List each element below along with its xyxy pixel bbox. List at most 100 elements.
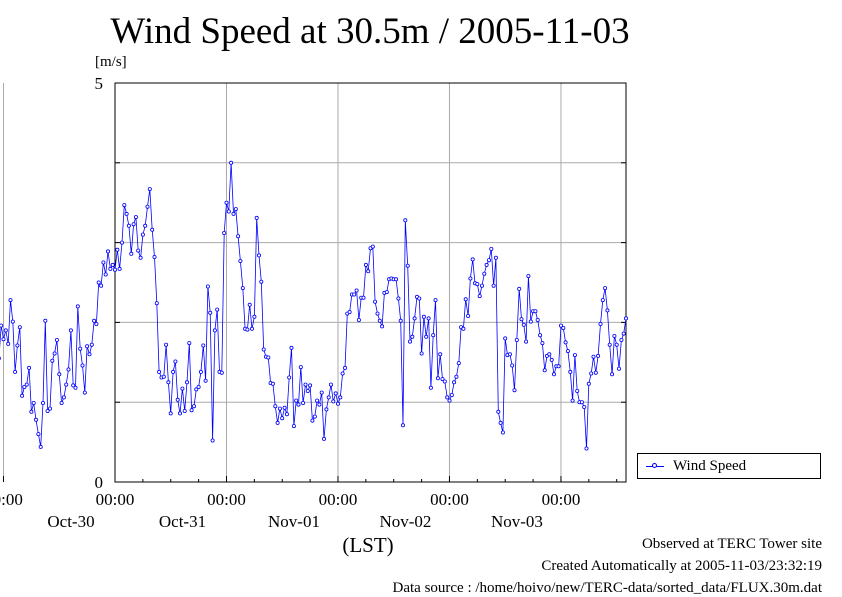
- wind-speed-point: [305, 388, 310, 393]
- wind-speed-point: [477, 294, 482, 299]
- wind-speed-point: [215, 307, 220, 312]
- wind-speed-point: [352, 292, 357, 297]
- legend-marker-icon: [652, 463, 657, 468]
- wind-speed-point: [447, 398, 452, 403]
- wind-speed-point: [82, 390, 87, 395]
- wind-speed-point: [20, 393, 25, 398]
- wind-speed-point: [80, 363, 85, 368]
- x-tick-labels: 00:00Oct-2900:00Oct-3000:00Oct-3100:00No…: [0, 490, 580, 531]
- axis-ticks: [3, 162, 626, 482]
- wind-speed-point: [308, 383, 313, 388]
- wind-speed-point: [528, 319, 533, 324]
- wind-speed-point: [252, 314, 257, 319]
- x-tick-date-label: Oct-31: [159, 512, 206, 531]
- wind-speed-point: [75, 304, 80, 309]
- wind-speed-point: [579, 400, 584, 405]
- wind-speed-point: [161, 374, 166, 379]
- wind-speed-point: [354, 288, 359, 293]
- wind-speed-point: [370, 244, 375, 249]
- wind-speed-point: [614, 342, 619, 347]
- wind-speed-point: [196, 384, 201, 389]
- wind-speed-point: [496, 409, 501, 414]
- wind-speed-point: [85, 344, 90, 349]
- wind-speed-point: [15, 343, 20, 348]
- wind-speed-point: [428, 385, 433, 390]
- x-tick-date-label: Oct-30: [47, 512, 94, 531]
- wind-speed-point: [238, 258, 243, 263]
- wind-speed-point: [110, 262, 115, 267]
- wind-speed-point: [607, 342, 612, 347]
- wind-speed-point: [194, 387, 199, 392]
- wind-speed-point: [168, 411, 173, 416]
- wind-speed-point: [87, 352, 92, 357]
- wind-speed-point: [624, 316, 629, 321]
- wind-speed-point: [133, 215, 138, 220]
- wind-speed-point: [586, 381, 591, 386]
- wind-speed-point: [275, 420, 280, 425]
- wind-speed-point: [231, 211, 236, 216]
- wind-speed-point: [403, 218, 408, 223]
- wind-speed-point: [66, 367, 71, 372]
- wind-speed-point: [273, 404, 278, 409]
- wind-speed-point: [540, 341, 545, 346]
- wind-speed-point: [407, 339, 412, 344]
- wind-speed-point: [191, 404, 196, 409]
- wind-speed-point: [166, 380, 171, 385]
- wind-speed-point: [38, 444, 43, 449]
- plot-frame: [114, 82, 627, 483]
- wind-speed-point: [503, 336, 508, 341]
- wind-speed-point: [617, 366, 622, 371]
- wind-speed-point: [6, 341, 11, 346]
- wind-speed-point: [17, 325, 22, 330]
- wind-speed-point: [612, 333, 617, 338]
- x-tick-date-label: Nov-03: [491, 512, 543, 531]
- wind-speed-point: [319, 390, 324, 395]
- wind-speed-point: [120, 240, 125, 245]
- wind-speed-point: [598, 321, 603, 326]
- wind-speed-point: [500, 430, 505, 435]
- wind-speed-point: [563, 340, 568, 345]
- wind-speed-point: [565, 349, 570, 354]
- wind-speed-point: [442, 379, 447, 384]
- wind-speed-point: [171, 369, 176, 374]
- wind-speed-point: [92, 318, 97, 323]
- wind-speed-point: [312, 414, 317, 419]
- wind-speed-point: [13, 369, 18, 374]
- wind-speed-point: [277, 406, 282, 411]
- wind-speed-point: [456, 361, 461, 366]
- wind-speed-point: [34, 417, 39, 422]
- wind-speed-point: [205, 284, 210, 289]
- x-tick-date-label: Nov-01: [268, 512, 320, 531]
- wind-speed-point: [71, 383, 76, 388]
- wind-speed-point: [27, 365, 32, 370]
- wind-speed-point: [333, 391, 338, 396]
- wind-speed-point: [154, 301, 159, 306]
- wind-speed-point: [347, 309, 352, 314]
- wind-speed-point: [0, 356, 1, 360]
- wind-speed-point: [36, 432, 41, 437]
- wind-speed-point: [266, 355, 271, 360]
- wind-speed-point: [229, 160, 234, 165]
- wind-speed-point: [361, 295, 366, 300]
- wind-speed-point: [315, 398, 320, 403]
- wind-speed-point: [524, 339, 529, 344]
- wind-speed-point: [152, 254, 157, 259]
- wind-speed-point: [521, 322, 526, 327]
- wind-speed-point: [533, 309, 538, 314]
- wind-speed-point: [8, 298, 13, 303]
- wind-speed-point: [287, 375, 292, 380]
- wind-speed-point: [400, 423, 405, 428]
- wind-speed-point: [600, 298, 605, 303]
- x-tick-time-label: 00:00: [0, 490, 23, 509]
- wind-speed-point: [440, 377, 445, 382]
- legend-label: Wind Speed: [673, 458, 747, 474]
- wind-speed-point: [484, 262, 489, 267]
- wind-speed-point: [366, 269, 371, 274]
- wind-speed-point: [126, 223, 131, 228]
- wind-speed-point: [621, 331, 626, 336]
- wind-speed-point: [129, 251, 134, 256]
- wind-speed-point: [380, 324, 385, 329]
- footer-site: Observed at TERC Tower site: [641, 536, 822, 552]
- wind-speed-point: [45, 408, 50, 413]
- wind-speed-point: [150, 227, 155, 232]
